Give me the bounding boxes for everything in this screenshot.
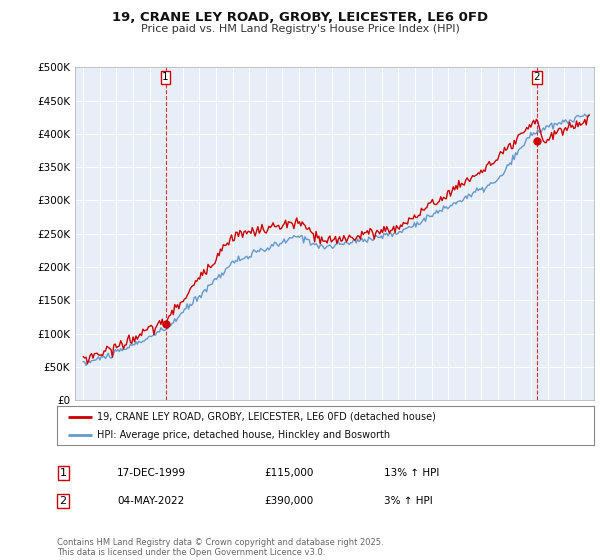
Text: £115,000: £115,000 (264, 468, 313, 478)
Text: 04-MAY-2022: 04-MAY-2022 (117, 496, 184, 506)
Text: 19, CRANE LEY ROAD, GROBY, LEICESTER, LE6 0FD (detached house): 19, CRANE LEY ROAD, GROBY, LEICESTER, LE… (97, 412, 436, 422)
Text: Price paid vs. HM Land Registry's House Price Index (HPI): Price paid vs. HM Land Registry's House … (140, 24, 460, 34)
Text: 1: 1 (59, 468, 67, 478)
Text: Contains HM Land Registry data © Crown copyright and database right 2025.
This d: Contains HM Land Registry data © Crown c… (57, 538, 383, 557)
Text: 1: 1 (162, 72, 169, 82)
Text: £390,000: £390,000 (264, 496, 313, 506)
Text: 3% ↑ HPI: 3% ↑ HPI (384, 496, 433, 506)
Text: 13% ↑ HPI: 13% ↑ HPI (384, 468, 439, 478)
Text: 2: 2 (59, 496, 67, 506)
Text: 19, CRANE LEY ROAD, GROBY, LEICESTER, LE6 0FD: 19, CRANE LEY ROAD, GROBY, LEICESTER, LE… (112, 11, 488, 24)
Text: 2: 2 (533, 72, 540, 82)
Text: 17-DEC-1999: 17-DEC-1999 (117, 468, 186, 478)
Text: HPI: Average price, detached house, Hinckley and Bosworth: HPI: Average price, detached house, Hinc… (97, 431, 391, 440)
